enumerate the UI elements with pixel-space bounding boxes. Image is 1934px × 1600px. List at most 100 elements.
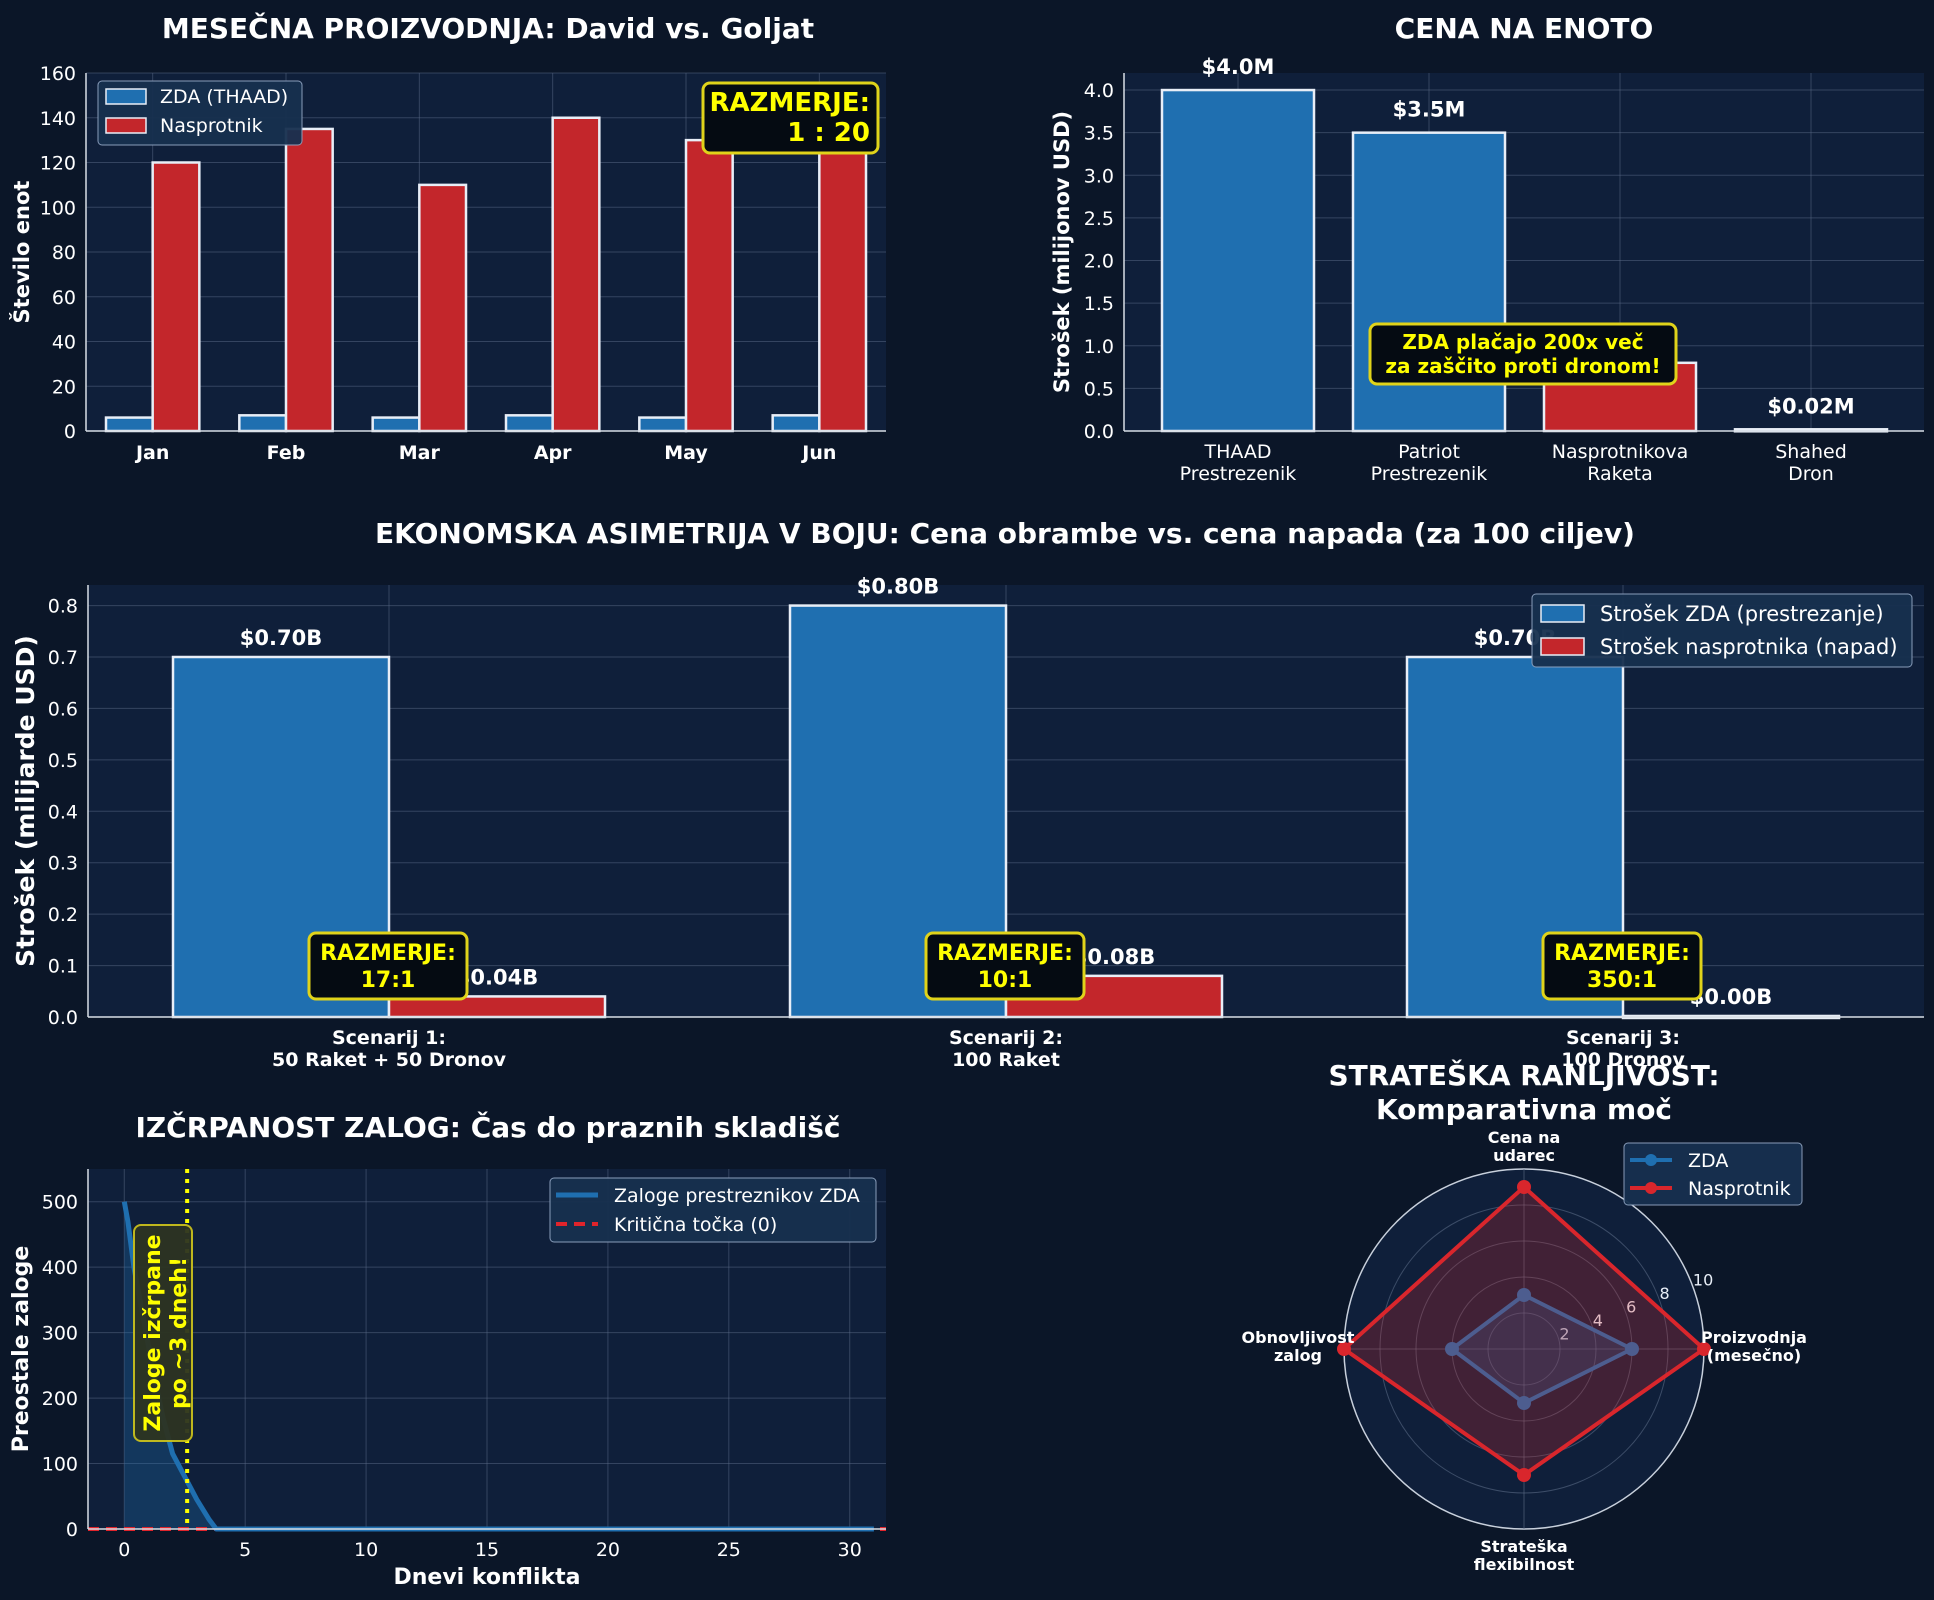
unit-cost-annotation: ZDA plačajo 200x več za zaščito proti dr…	[1368, 322, 1678, 386]
enemy-bar	[818, 138, 868, 433]
ratio-label: RAZMERJE:	[320, 941, 456, 966]
y-tick-label: 0.7	[48, 647, 78, 669]
depletion-annotation: Zaloge izčrpane po ~3 dneh!	[133, 1224, 193, 1442]
x-tick-label: 0	[118, 1539, 130, 1561]
x-tick-label: Jan	[134, 442, 169, 464]
x-tick-label: Mar	[399, 442, 441, 464]
y-tick-label: 0.3	[48, 853, 78, 875]
x-tick-label: 100 Dronov	[1561, 1049, 1685, 1071]
x-tick-label: Scenarij 3:	[1566, 1027, 1680, 1049]
radar-axis-label: Obnovljivost	[1242, 1328, 1355, 1347]
usa-bar	[104, 416, 154, 433]
radar-axis-label: Cena na	[1488, 1128, 1561, 1147]
enemy-bar	[284, 127, 334, 433]
legend-swatch-enemy-cost	[1540, 637, 1585, 656]
unit-cost-value-label: $4.0M	[1202, 55, 1275, 79]
monthly-legend: ZDA (THAAD) Nasprotnik	[97, 80, 303, 146]
depletion-y-axis-label: Preostale zaloge	[9, 1246, 34, 1453]
enemy-bar	[551, 116, 601, 433]
radar-legend: ZDA Nasprotnik	[1623, 1142, 1803, 1206]
y-tick-label: 4.0	[1084, 80, 1114, 102]
radar-enemy-point	[1697, 1342, 1711, 1356]
usa-bar	[238, 414, 288, 433]
radar-enemy-point	[1517, 1468, 1531, 1482]
depletion-chart: IZČRPANOST ZALOG: Čas do praznih skladiš…	[9, 1110, 886, 1590]
unit-cost-chart: CENA NA ENOTO 0.0 0.5 1.0 1.5 2.0 2.5 3.0 3.5 4.…	[1050, 12, 1924, 485]
ratio-box	[924, 931, 1086, 1001]
y-tick-label: 100	[42, 1454, 78, 1476]
depletion-title: IZČRPANOST ZALOG: Čas do praznih skladiš…	[135, 1110, 840, 1144]
y-tick-label: 500	[42, 1192, 78, 1214]
y-tick-label: 1.0	[1084, 336, 1114, 358]
x-tick-label: Prestrezenik	[1180, 463, 1297, 485]
radar-ring-label: 10	[1693, 1271, 1713, 1290]
ratio-box	[307, 931, 469, 1001]
x-tick-label: Raketa	[1587, 463, 1653, 485]
y-tick-label: 0.2	[48, 904, 78, 926]
monthly-y-axis-label: Število enot	[9, 181, 34, 324]
unit-cost-title: CENA NA ENOTO	[1395, 12, 1654, 45]
ratio-box	[1541, 931, 1703, 1001]
x-tick-label: Dron	[1788, 463, 1834, 485]
y-tick-label: 0	[64, 421, 76, 443]
unit-cost-bar	[1160, 88, 1316, 433]
x-tick-label: 10	[354, 1539, 378, 1561]
x-tick-label: 15	[475, 1539, 499, 1561]
legend-swatch-usa-cost	[1540, 604, 1585, 623]
usa-bar	[771, 414, 821, 433]
y-tick-label: 0	[66, 1519, 78, 1541]
y-tick-label: 40	[52, 332, 76, 354]
unit-cost-value-label: $0.02M	[1767, 394, 1854, 418]
radar-enemy-point	[1337, 1342, 1351, 1356]
x-tick-label: 100 Raket	[952, 1049, 1060, 1071]
radar-usa-point	[1517, 1288, 1531, 1302]
usa-bar	[638, 416, 688, 433]
y-tick-label: 0.0	[1084, 421, 1114, 443]
depletion-annotation-line2: po ~3 dneh!	[167, 1257, 192, 1409]
radar-axis-label: zalog	[1274, 1346, 1322, 1365]
x-tick-label: May	[664, 442, 708, 464]
ratio-label: RAZMERJE:	[1554, 941, 1690, 966]
depletion-x-axis-label: Dnevi konflikta	[393, 1565, 580, 1590]
unit-cost-annotation-line1: ZDA plačajo 200x več	[1402, 330, 1643, 354]
y-tick-label: 120	[40, 153, 76, 175]
radar-ring-label: 4	[1593, 1311, 1603, 1330]
legend-label-usa-radar: ZDA	[1688, 1150, 1728, 1172]
radar-ring-label: 2	[1559, 1325, 1569, 1344]
x-tick-label: Scenarij 1:	[332, 1027, 446, 1049]
legend-label-usa: ZDA (THAAD)	[160, 86, 288, 108]
ratio-value: 10:1	[978, 968, 1033, 993]
legend-marker-enemy-radar	[1645, 1182, 1657, 1194]
unit-cost-annotation-line2: za zaščito proti dronom!	[1385, 354, 1660, 378]
usa-bar	[371, 416, 421, 433]
y-tick-label: 0.1	[48, 956, 78, 978]
y-tick-label: 20	[52, 376, 76, 398]
ratio-value: 17:1	[361, 968, 416, 993]
y-tick-label: 0.0	[48, 1007, 78, 1029]
x-tick-label: Scenarij 2:	[949, 1027, 1063, 1049]
legend-label-stock: Zaloge prestreznikov ZDA	[614, 1185, 860, 1207]
y-tick-label: 0.5	[48, 750, 78, 772]
y-tick-label: 0.5	[1084, 378, 1114, 400]
legend-label-enemy-cost: Strošek nasprotnika (napad)	[1600, 635, 1898, 659]
x-tick-label: Patriot	[1398, 441, 1460, 463]
monthly-ratio-label: RAZMERJE:	[710, 88, 870, 118]
legend-label-usa-cost: Strošek ZDA (prestrezanje)	[1600, 602, 1884, 626]
y-tick-label: 300	[42, 1323, 78, 1345]
y-tick-label: 0.4	[48, 801, 78, 823]
radar-enemy-point	[1517, 1180, 1531, 1194]
radar-axis-label: Proizvodnja	[1701, 1328, 1807, 1347]
monthly-ratio-annotation: RAZMERJE: 1 : 20	[701, 81, 880, 155]
unit-cost-value-label: $3.5M	[1393, 98, 1466, 122]
enemy-bar	[684, 138, 734, 433]
cost-value-label: $0.80B	[857, 575, 939, 599]
monthly-chart-title: MESEČNA PROIZVODNJA: David vs. Goljat	[162, 11, 814, 45]
y-tick-label: 2.5	[1084, 208, 1114, 230]
y-tick-label: 400	[42, 1257, 78, 1279]
radar-axis-label: (mesečno)	[1707, 1346, 1801, 1365]
legend-swatch-enemy	[105, 117, 147, 134]
y-tick-label: 3.5	[1084, 123, 1114, 145]
y-tick-label: 0.6	[48, 698, 78, 720]
y-tick-label: 0.8	[48, 596, 78, 618]
